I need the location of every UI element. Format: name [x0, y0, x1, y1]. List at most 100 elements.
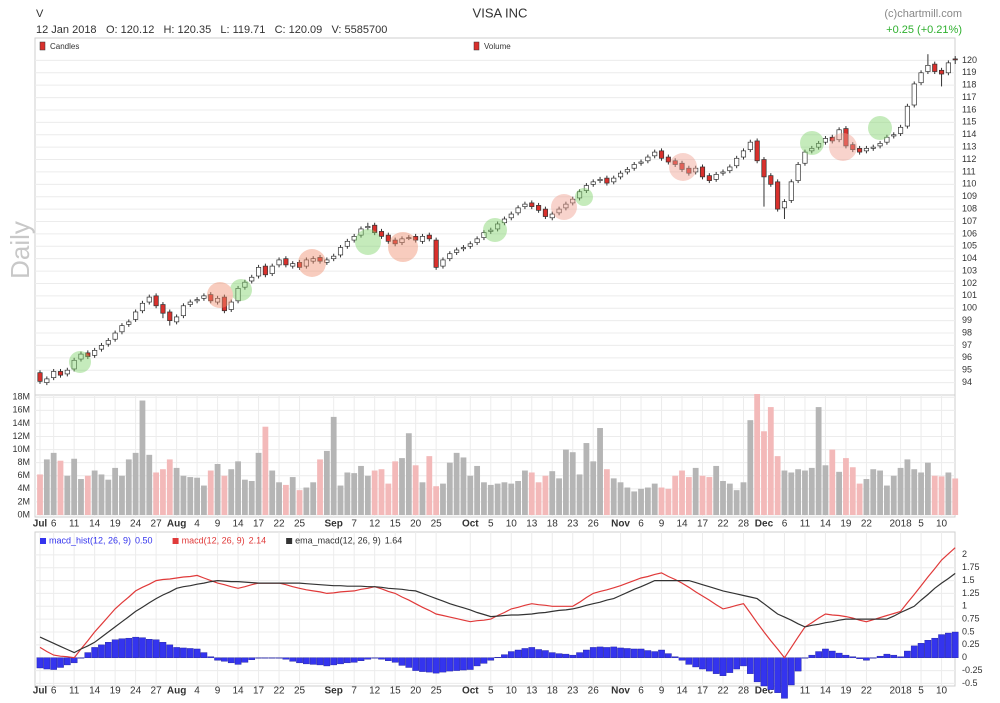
x-tick-label: 18: [547, 686, 559, 697]
period: Daily: [5, 221, 35, 279]
histogram-bar: [337, 657, 344, 665]
candle-body: [761, 159, 767, 178]
volume-bar: [747, 420, 754, 515]
volume-legend-icon: [473, 41, 480, 51]
x-tick-label: 11: [69, 519, 80, 530]
x-tick-label: Nov: [611, 686, 630, 697]
x-tick-label: 25: [294, 686, 306, 697]
volume-bar: [460, 457, 467, 515]
x-tick-label: 2018: [889, 519, 912, 530]
histogram-bar: [289, 657, 297, 662]
buy-signal: [800, 131, 824, 155]
volume-bar: [651, 483, 658, 515]
volume-bar: [603, 469, 610, 515]
y-tick-label: 109: [962, 191, 977, 201]
volume-bar: [228, 469, 235, 515]
candle-body: [863, 148, 869, 152]
candle-body: [857, 148, 863, 153]
histogram-bar: [699, 657, 706, 670]
histogram-bar: [576, 652, 583, 658]
volume-bar: [201, 485, 207, 515]
x-tick-label: 28: [738, 519, 750, 530]
x-tick-label: 9: [215, 519, 221, 530]
x-tick-label: 17: [253, 519, 265, 530]
volume-bar: [37, 474, 43, 515]
candle-body: [358, 228, 364, 236]
volume-bar: [569, 452, 576, 515]
histogram-bar: [794, 657, 802, 672]
candle-body: [85, 352, 91, 357]
x-tick-label: 24: [130, 519, 142, 530]
histogram-bar: [166, 644, 174, 658]
x-tick-label: 6: [782, 519, 788, 530]
x-tick-label: 12: [369, 686, 381, 697]
candle-body: [92, 350, 98, 356]
histogram-bar: [842, 654, 850, 658]
y-tick-label: 105: [962, 241, 977, 251]
volume-bar: [399, 458, 405, 515]
candle-body: [467, 243, 473, 247]
volume-bar: [952, 478, 959, 515]
volume-bar: [166, 459, 173, 515]
y-tick-label: 104: [962, 253, 977, 263]
x-tick-label: 7: [351, 519, 357, 530]
candle-body: [645, 156, 651, 162]
candle-body: [126, 321, 132, 325]
candle-body: [78, 353, 84, 360]
histogram-bar: [767, 657, 775, 690]
histogram-bar: [77, 657, 85, 659]
plot-layers: 9495969798991001011021031041051061071081…: [12, 54, 983, 699]
change: +0.25 (+0.21%): [886, 24, 962, 36]
volume-bar: [781, 470, 788, 515]
volume-bar: [788, 472, 795, 515]
candle-body: [529, 202, 535, 207]
buy-signal: [868, 116, 892, 140]
candle-body: [768, 175, 774, 185]
candle-body: [344, 240, 350, 247]
x-tick-label: 19: [840, 519, 852, 530]
candle-body: [337, 247, 344, 256]
y-tick-label: 115: [962, 117, 976, 127]
candle-body: [290, 263, 296, 267]
candle-body: [495, 223, 501, 230]
histogram-bar: [145, 639, 153, 658]
volume-bar: [112, 467, 119, 515]
macd-line: [39, 547, 956, 659]
volume-bar: [303, 487, 310, 515]
histogram-bar: [152, 639, 160, 658]
y-tick-label: 116: [962, 104, 976, 114]
histogram-bar: [562, 653, 570, 658]
volume-bar: [180, 475, 187, 515]
histogram-bar: [630, 648, 638, 658]
candle-body: [617, 172, 624, 178]
candle-body: [64, 369, 70, 375]
histogram-bar: [740, 657, 747, 667]
candle-body: [392, 239, 398, 245]
x-tick-label: Aug: [167, 519, 186, 530]
x-tick-label: 17: [697, 686, 709, 697]
quote: O: 120.12 H: 120.35 L: 119.71 C: 120.09 …: [106, 24, 387, 36]
histogram-bar: [617, 647, 624, 658]
volume-bar: [330, 416, 337, 515]
candle-body: [891, 134, 897, 137]
histogram-bar: [610, 646, 618, 658]
x-tick-label: 10: [936, 519, 948, 530]
candle-body: [331, 255, 337, 260]
title: VISA INC: [473, 5, 528, 20]
histogram-bar: [671, 656, 679, 658]
y-tick-label: 111: [962, 166, 976, 176]
volume-bar: [624, 487, 631, 515]
histogram-bar: [453, 657, 460, 671]
x-tick-label: 27: [151, 686, 163, 697]
histogram-bar: [501, 654, 508, 658]
volume-bar: [740, 482, 747, 515]
volume-bar: [672, 475, 679, 515]
volume-bar: [248, 480, 255, 515]
candle-body: [631, 164, 637, 169]
histogram-bar: [535, 649, 542, 658]
volume-bar: [337, 485, 344, 515]
y-tick-label: 0: [962, 652, 967, 662]
histogram-bar: [125, 637, 133, 658]
volume-bar: [829, 449, 836, 515]
candle-body: [706, 175, 712, 181]
